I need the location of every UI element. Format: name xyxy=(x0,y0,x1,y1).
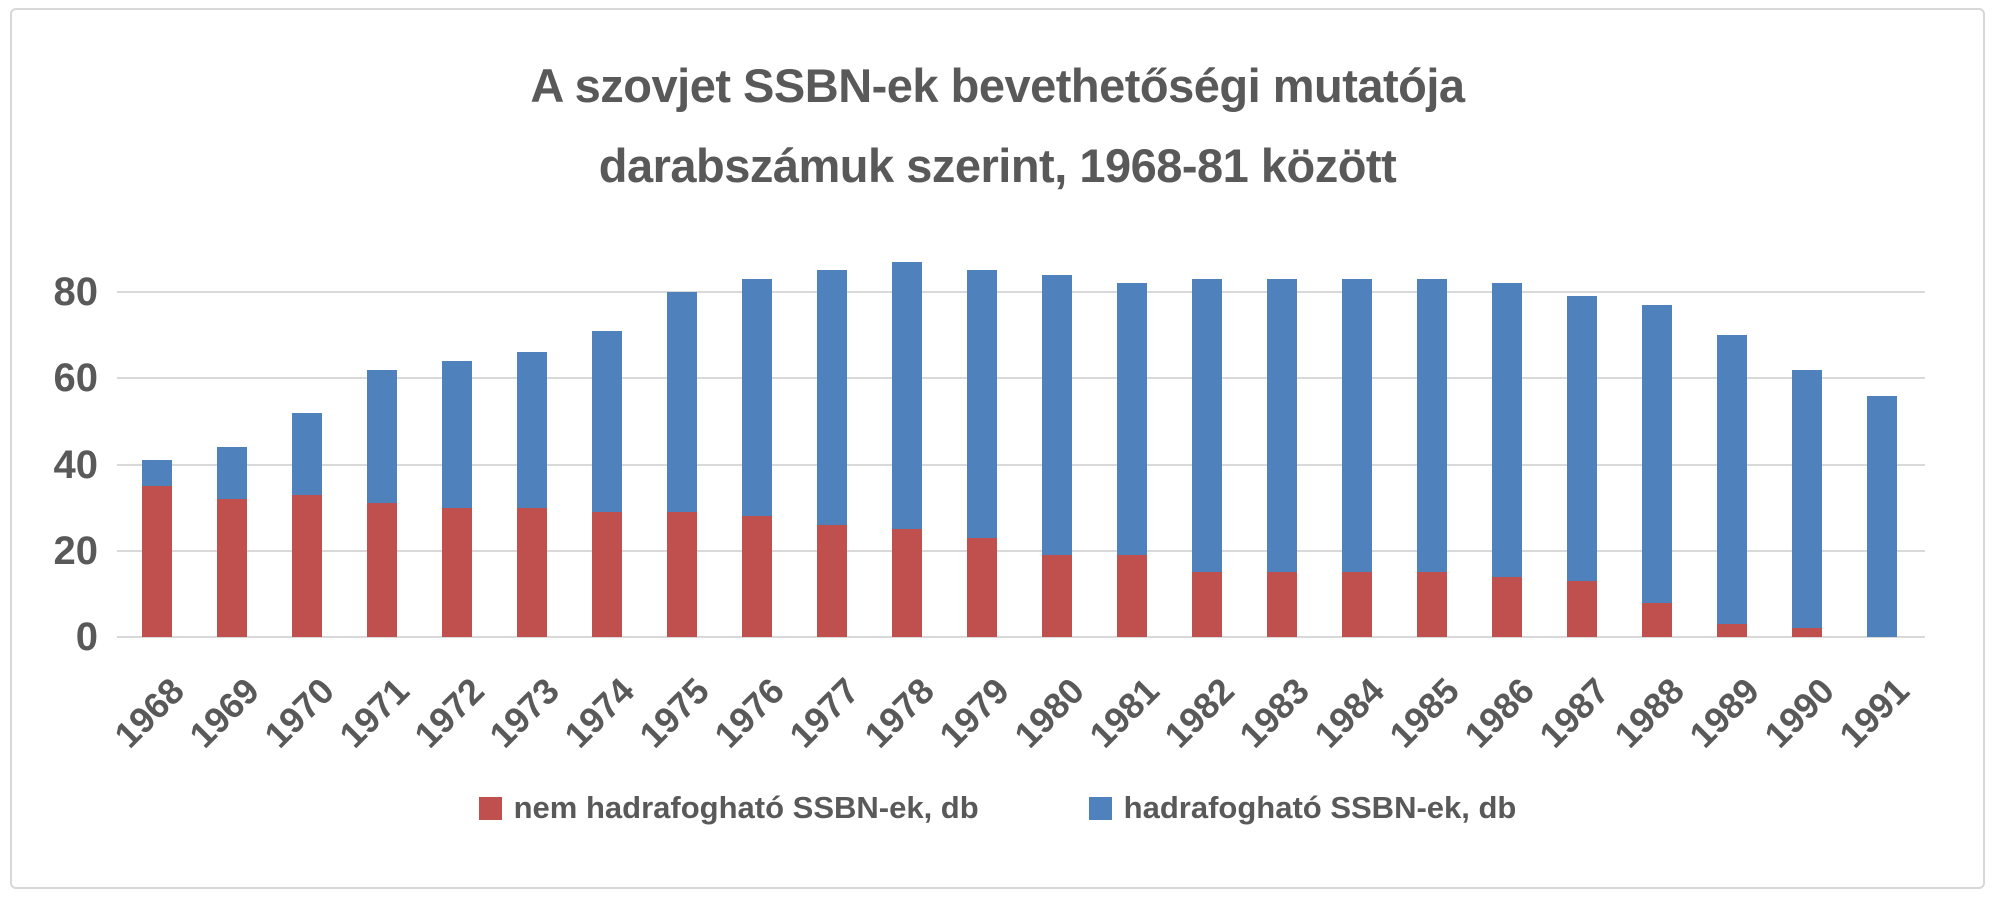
bar-1978 xyxy=(892,261,922,637)
bar-segment-deployable-1988 xyxy=(1642,304,1672,603)
bar-segment-deployable-1983 xyxy=(1267,279,1297,573)
y-axis-tick-80: 80 xyxy=(53,270,99,314)
bar-1980 xyxy=(1042,274,1072,637)
bar-1983 xyxy=(1267,279,1297,637)
bar-segment-deployable-1981 xyxy=(1117,283,1147,556)
bar-segment-nondeployable-1986 xyxy=(1492,576,1522,637)
legend-item-nondeployable: nem hadrafogható SSBN-ek, db xyxy=(478,790,979,826)
chart-title-line2: darabszámuk szerint, 1968-81 között xyxy=(598,139,1397,192)
bar-segment-nondeployable-1985 xyxy=(1417,572,1447,637)
bar-1968 xyxy=(142,460,172,637)
bar-segment-nondeployable-1973 xyxy=(517,507,547,637)
bar-1972 xyxy=(442,361,472,637)
bar-segment-nondeployable-1988 xyxy=(1642,602,1672,637)
gridline-60 xyxy=(117,377,1925,380)
gridline-0 xyxy=(117,636,1925,638)
bar-segment-deployable-1984 xyxy=(1342,279,1372,573)
bar-segment-nondeployable-1977 xyxy=(817,524,847,637)
bar-1969 xyxy=(217,447,247,637)
chart-title-line1: A szovjet SSBN-ek bevethetőségi mutatója xyxy=(530,59,1465,112)
bar-segment-nondeployable-1969 xyxy=(217,499,247,637)
bar-segment-nondeployable-1975 xyxy=(667,511,697,637)
bar-segment-nondeployable-1971 xyxy=(367,503,397,637)
bar-segment-nondeployable-1974 xyxy=(592,511,622,637)
chart-frame-border xyxy=(10,8,1985,889)
bar-segment-deployable-1990 xyxy=(1792,369,1822,629)
bar-1987 xyxy=(1567,296,1597,637)
bar-segment-nondeployable-1984 xyxy=(1342,572,1372,637)
bar-segment-nondeployable-1982 xyxy=(1192,572,1222,637)
bar-segment-deployable-1987 xyxy=(1567,296,1597,581)
legend: nem hadrafogható SSBN-ek, db hadrafoghat… xyxy=(0,790,1995,826)
bar-segment-nondeployable-1987 xyxy=(1567,580,1597,637)
y-axis-tick-20: 20 xyxy=(53,528,99,573)
legend-swatch-blue xyxy=(1088,796,1112,820)
bar-segment-deployable-1972 xyxy=(442,361,472,508)
bar-1982 xyxy=(1192,279,1222,637)
bar-segment-deployable-1991 xyxy=(1867,395,1897,637)
bar-segment-deployable-1986 xyxy=(1492,283,1522,577)
bar-segment-deployable-1976 xyxy=(742,279,772,517)
legend-label-deployable: hadrafogható SSBN-ek, db xyxy=(1123,790,1517,825)
legend-label-nondeployable: nem hadrafogható SSBN-ek, db xyxy=(513,790,979,825)
bar-1975 xyxy=(667,292,697,637)
bar-segment-nondeployable-1981 xyxy=(1117,555,1147,637)
bar-1984 xyxy=(1342,279,1372,637)
bar-segment-nondeployable-1972 xyxy=(442,507,472,637)
bar-segment-deployable-1969 xyxy=(217,447,247,499)
bar-1988 xyxy=(1642,304,1672,637)
bar-1970 xyxy=(292,412,322,637)
bar-segment-nondeployable-1978 xyxy=(892,529,922,637)
bar-segment-nondeployable-1983 xyxy=(1267,572,1297,637)
chart-title: A szovjet SSBN-ek bevethetőségi mutatója… xyxy=(0,46,1995,206)
bar-1971 xyxy=(367,369,397,637)
bar-segment-deployable-1971 xyxy=(367,369,397,504)
bar-1986 xyxy=(1492,283,1522,637)
bar-segment-deployable-1977 xyxy=(817,270,847,525)
bar-1990 xyxy=(1792,369,1822,637)
bar-segment-deployable-1985 xyxy=(1417,279,1447,573)
bar-segment-nondeployable-1980 xyxy=(1042,555,1072,637)
bar-segment-nondeployable-1989 xyxy=(1717,624,1747,637)
bar-segment-deployable-1978 xyxy=(892,261,922,530)
bar-segment-deployable-1974 xyxy=(592,330,622,512)
legend-swatch-red xyxy=(478,796,502,820)
bar-1981 xyxy=(1117,283,1147,637)
bar-1973 xyxy=(517,352,547,637)
y-axis-tick-40: 40 xyxy=(53,442,99,487)
bar-1989 xyxy=(1717,335,1747,637)
bar-segment-deployable-1975 xyxy=(667,292,697,512)
gridline-40 xyxy=(117,463,1925,466)
bar-segment-deployable-1982 xyxy=(1192,279,1222,573)
bar-segment-deployable-1970 xyxy=(292,412,322,495)
y-axis-tick-0: 0 xyxy=(75,615,98,659)
gridline-80 xyxy=(117,291,1925,293)
bar-segment-deployable-1973 xyxy=(517,352,547,508)
bar-1979 xyxy=(967,270,997,637)
bar-segment-deployable-1968 xyxy=(142,460,172,487)
bar-segment-deployable-1980 xyxy=(1042,274,1072,556)
bar-segment-nondeployable-1979 xyxy=(967,537,997,637)
bar-1976 xyxy=(742,279,772,637)
bar-1985 xyxy=(1417,279,1447,637)
bar-segment-nondeployable-1976 xyxy=(742,516,772,637)
bar-segment-nondeployable-1990 xyxy=(1792,628,1822,637)
y-axis-tick-60: 60 xyxy=(53,356,99,401)
gridline-20 xyxy=(117,549,1925,552)
bar-segment-nondeployable-1970 xyxy=(292,494,322,637)
bar-1977 xyxy=(817,270,847,637)
bar-segment-deployable-1979 xyxy=(967,270,997,538)
bar-1974 xyxy=(592,330,622,637)
bar-segment-deployable-1989 xyxy=(1717,335,1747,625)
bar-1991 xyxy=(1867,395,1897,637)
legend-item-deployable: hadrafogható SSBN-ek, db xyxy=(1088,790,1517,826)
bar-segment-nondeployable-1968 xyxy=(142,486,172,637)
